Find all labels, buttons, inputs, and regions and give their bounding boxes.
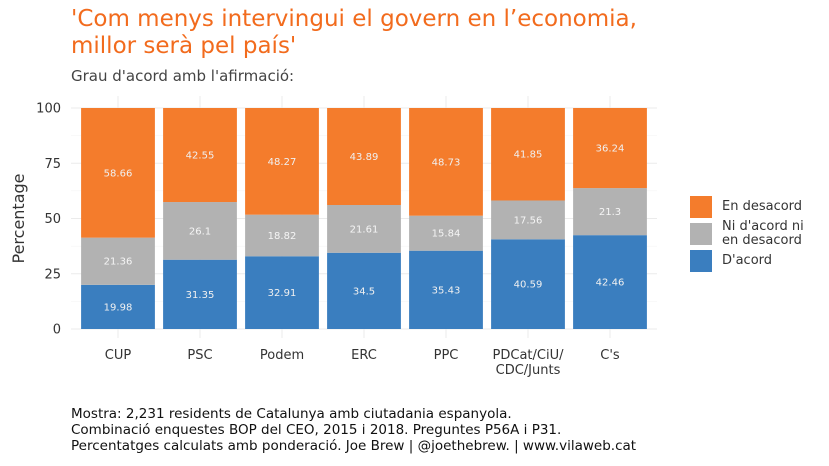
bar-segment — [327, 108, 401, 205]
chart-subtitle: Grau d'acord amb l'afirmació: — [71, 67, 295, 85]
bar-segment — [163, 202, 237, 260]
bar-segment — [163, 259, 237, 329]
legend-label-acord: D'acord — [722, 253, 773, 268]
data-label: 15.84 — [432, 229, 461, 240]
chart-title: 'Com menys intervingui el govern en l’ec… — [71, 6, 637, 59]
y-tick-label: 75 — [44, 157, 61, 172]
legend: En desacord Ni d'acord ni en desacord D'… — [690, 196, 829, 274]
legend-label-ni-acord: Ni d'acord ni en desacord — [722, 219, 804, 248]
caption: Mostra: 2,231 residents de Catalunya amb… — [71, 406, 636, 454]
caption-line: Mostra: 2,231 residents de Catalunya amb… — [71, 406, 512, 422]
bar-segment — [409, 215, 483, 251]
data-label: 17.56 — [514, 215, 543, 226]
data-label: 21.3 — [599, 207, 621, 218]
y-tick-label: 25 — [44, 267, 61, 282]
bar-segment — [491, 200, 565, 240]
data-label: 40.59 — [514, 280, 543, 291]
bar-segment — [409, 250, 483, 329]
data-label: 42.46 — [596, 278, 625, 289]
x-tick-label: PDCat/CiU/ — [493, 348, 565, 363]
data-label: 58.66 — [104, 168, 133, 179]
y-axis-label: Percentage — [9, 173, 28, 263]
bar-segment — [81, 284, 155, 329]
data-label: 35.43 — [432, 285, 461, 296]
bar-segment — [327, 204, 401, 253]
x-tick-label: C's — [600, 348, 620, 363]
x-tick-label: CDC/Junts — [496, 363, 561, 378]
data-label: 48.27 — [268, 157, 297, 168]
y-tick-label: 50 — [44, 212, 61, 227]
y-tick-label: 0 — [53, 323, 61, 338]
stacked-bar-chart: 0 25 50 75 100 Percentage 19.98 21.36 58.66 CUP 31… — [9, 96, 657, 378]
bar-segment — [81, 108, 155, 238]
data-label: 18.82 — [268, 231, 297, 242]
data-label: 34.5 — [353, 286, 375, 297]
bar-segment — [573, 235, 647, 329]
bar-segment — [163, 108, 237, 203]
data-label: 31.35 — [186, 290, 215, 301]
data-label: 21.36 — [104, 257, 133, 268]
legend-label-en-desacord: En desacord — [722, 199, 803, 214]
x-tick-label: CUP — [105, 348, 132, 363]
x-tick-label: PPC — [434, 348, 459, 363]
bar-segment — [573, 108, 647, 189]
legend-item-acord: D'acord — [690, 250, 829, 272]
bar-segment — [409, 108, 483, 216]
data-label: 32.91 — [268, 288, 297, 299]
bar-segment — [245, 108, 319, 215]
data-label: 19.98 — [104, 302, 133, 313]
data-label: 21.61 — [350, 224, 379, 235]
x-tick-label: ERC — [351, 348, 377, 363]
y-tick-label: 100 — [36, 102, 61, 117]
caption-line: Combinació enquestes BOP del CEO, 2015 i… — [71, 422, 562, 438]
data-label: 36.24 — [596, 144, 625, 155]
legend-swatch-acord — [690, 250, 712, 272]
bar-segment — [327, 252, 401, 329]
legend-swatch-en-desacord — [690, 196, 712, 218]
bar-segment — [245, 256, 319, 329]
bar-segment — [81, 237, 155, 285]
bar-segment — [573, 188, 647, 236]
data-label: 26.1 — [189, 226, 211, 237]
data-label: 41.85 — [514, 150, 543, 161]
data-label: 43.89 — [350, 152, 379, 163]
data-label: 48.73 — [432, 157, 461, 168]
legend-swatch-ni-acord — [690, 223, 712, 245]
bar-segment — [245, 214, 319, 257]
legend-item-en-desacord: En desacord — [690, 196, 829, 218]
bar-segment — [491, 108, 565, 201]
legend-item-ni-acord: Ni d'acord ni en desacord — [690, 220, 829, 248]
x-tick-label: Podem — [260, 348, 304, 363]
caption-line: Percentatges calculats amb ponderació. J… — [71, 438, 637, 454]
data-label: 42.55 — [186, 151, 215, 162]
x-tick-label: PSC — [187, 348, 212, 363]
bar-segment — [491, 239, 565, 329]
